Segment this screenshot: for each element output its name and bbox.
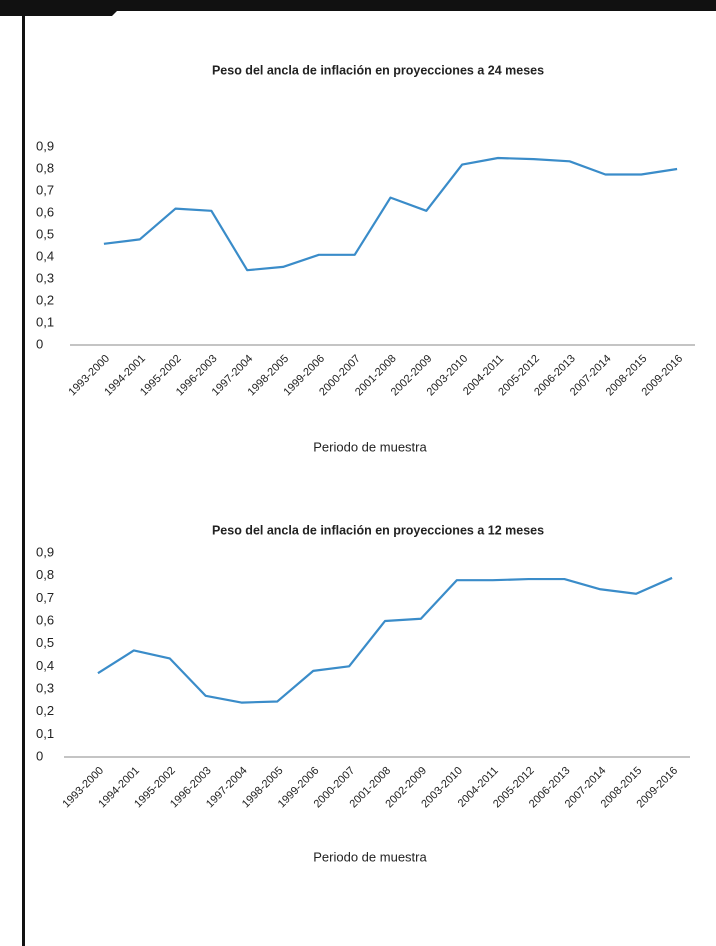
y-tick-label: 0,7 (36, 182, 54, 197)
y-tick-label: 0,1 (36, 726, 54, 741)
data-line (97, 576, 673, 704)
y-tick-label: 0,2 (36, 703, 54, 718)
y-tick-label: 0,4 (36, 658, 54, 673)
y-tick-label: 0,2 (36, 292, 54, 307)
y-tick-label: 0,3 (36, 680, 54, 695)
y-tick-label: 0 (36, 748, 43, 763)
chart-title: Peso del ancla de inflación en proyeccio… (212, 523, 544, 537)
data-line (103, 156, 678, 272)
y-tick-label: 0,6 (36, 204, 54, 219)
y-tick-label: 0,3 (36, 270, 54, 285)
y-tick-label: 0 (36, 336, 43, 351)
y-tick-label: 0,8 (36, 160, 54, 175)
y-tick-label: 0,5 (36, 226, 54, 241)
chart-title: Peso del ancla de inflación en proyeccio… (212, 63, 544, 77)
y-tick-label: 0,9 (36, 544, 54, 559)
y-tick-label: 0,9 (36, 138, 54, 153)
y-tick-label: 0,6 (36, 612, 54, 627)
x-axis-label: Periodo de muestra (313, 849, 427, 864)
y-tick-label: 0,7 (36, 590, 54, 605)
y-tick-label: 0,4 (36, 248, 54, 263)
x-axis-label: Periodo de muestra (313, 439, 427, 454)
frame (22, 8, 716, 946)
y-tick-label: 0,8 (36, 567, 54, 582)
y-tick-label: 0,5 (36, 635, 54, 650)
y-tick-label: 0,1 (36, 314, 54, 329)
